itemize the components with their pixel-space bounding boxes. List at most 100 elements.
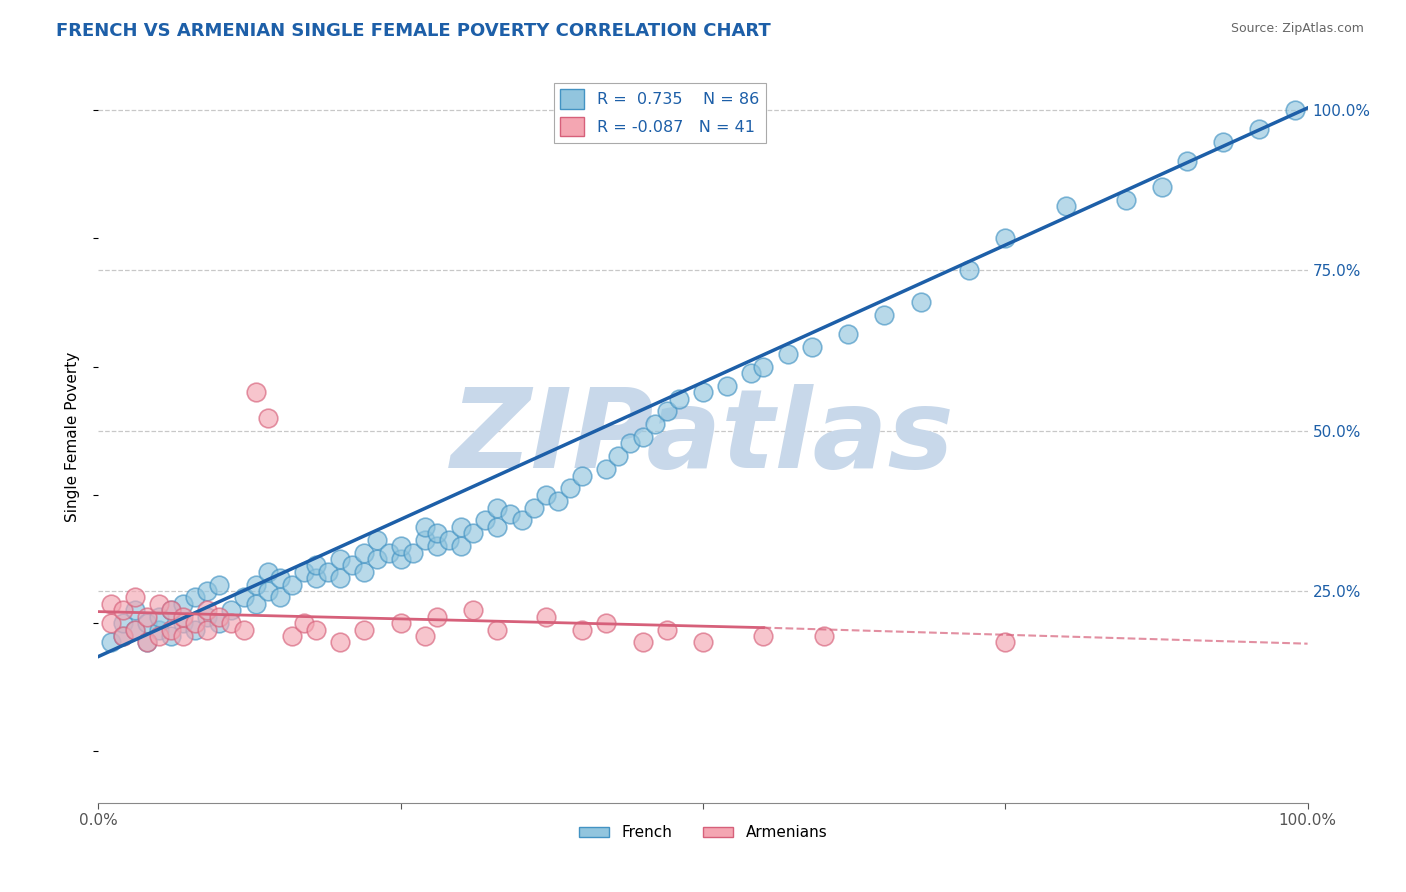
Point — [269, 571, 291, 585]
Point — [148, 629, 170, 643]
Point — [498, 507, 520, 521]
Point — [426, 609, 449, 624]
Point — [111, 629, 134, 643]
Point — [450, 539, 472, 553]
Point — [292, 616, 315, 631]
Point — [329, 571, 352, 585]
Point — [195, 623, 218, 637]
Point — [716, 378, 738, 392]
Point — [752, 359, 775, 374]
Point — [305, 558, 328, 573]
Point — [269, 591, 291, 605]
Point — [426, 526, 449, 541]
Point — [1212, 135, 1234, 149]
Point — [655, 404, 678, 418]
Point — [994, 635, 1017, 649]
Point — [135, 609, 157, 624]
Point — [1249, 122, 1271, 136]
Point — [353, 545, 375, 559]
Point — [135, 635, 157, 649]
Text: FRENCH VS ARMENIAN SINGLE FEMALE POVERTY CORRELATION CHART: FRENCH VS ARMENIAN SINGLE FEMALE POVERTY… — [56, 22, 770, 40]
Point — [644, 417, 666, 432]
Point — [111, 603, 134, 617]
Point — [994, 231, 1017, 245]
Point — [413, 533, 436, 547]
Point — [172, 609, 194, 624]
Point — [776, 346, 799, 360]
Point — [752, 629, 775, 643]
Point — [148, 609, 170, 624]
Point — [124, 623, 146, 637]
Point — [292, 565, 315, 579]
Point — [184, 591, 207, 605]
Point — [366, 552, 388, 566]
Point — [413, 520, 436, 534]
Point — [486, 623, 509, 637]
Point — [692, 385, 714, 400]
Point — [281, 577, 304, 591]
Point — [353, 565, 375, 579]
Point — [957, 263, 980, 277]
Y-axis label: Single Female Poverty: Single Female Poverty — [65, 352, 80, 522]
Point — [1284, 103, 1306, 117]
Point — [1152, 179, 1174, 194]
Point — [631, 430, 654, 444]
Point — [172, 597, 194, 611]
Point — [195, 584, 218, 599]
Point — [377, 545, 399, 559]
Point — [547, 494, 569, 508]
Point — [245, 577, 267, 591]
Point — [571, 468, 593, 483]
Point — [100, 597, 122, 611]
Point — [195, 609, 218, 624]
Point — [692, 635, 714, 649]
Point — [619, 436, 641, 450]
Point — [232, 591, 254, 605]
Point — [437, 533, 460, 547]
Point — [160, 629, 183, 643]
Point — [571, 623, 593, 637]
Point — [329, 552, 352, 566]
Point — [305, 623, 328, 637]
Point — [1115, 193, 1137, 207]
Point — [595, 616, 617, 631]
Point — [208, 616, 231, 631]
Point — [450, 520, 472, 534]
Point — [800, 340, 823, 354]
Point — [910, 295, 932, 310]
Point — [1175, 154, 1198, 169]
Point — [111, 616, 134, 631]
Point — [184, 623, 207, 637]
Point — [486, 500, 509, 515]
Point — [256, 565, 278, 579]
Point — [413, 629, 436, 643]
Point — [135, 616, 157, 631]
Point — [305, 571, 328, 585]
Point — [353, 623, 375, 637]
Point — [172, 616, 194, 631]
Point — [245, 597, 267, 611]
Point — [100, 635, 122, 649]
Point — [402, 545, 425, 559]
Point — [595, 462, 617, 476]
Point — [208, 609, 231, 624]
Point — [668, 392, 690, 406]
Point — [389, 616, 412, 631]
Point — [463, 526, 485, 541]
Point — [329, 635, 352, 649]
Point — [486, 520, 509, 534]
Point — [534, 488, 557, 502]
Point — [837, 327, 859, 342]
Point — [148, 597, 170, 611]
Point — [534, 609, 557, 624]
Point — [100, 616, 122, 631]
Point — [510, 514, 533, 528]
Point — [558, 482, 581, 496]
Point — [389, 539, 412, 553]
Point — [208, 577, 231, 591]
Point — [160, 603, 183, 617]
Point — [172, 629, 194, 643]
Point — [389, 552, 412, 566]
Point — [160, 603, 183, 617]
Point — [607, 450, 630, 464]
